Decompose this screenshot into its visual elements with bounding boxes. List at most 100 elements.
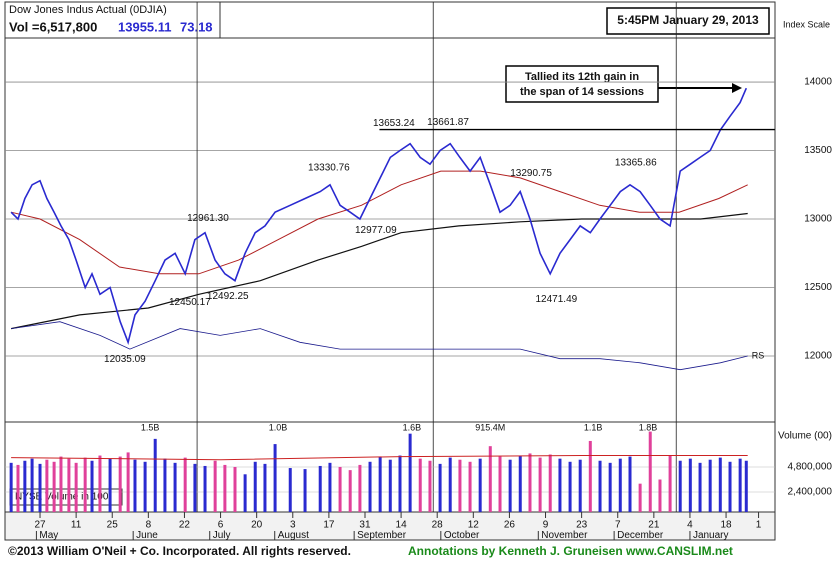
month-label: January bbox=[693, 530, 729, 541]
volume-bar bbox=[318, 465, 322, 512]
volume-bar bbox=[744, 460, 748, 512]
timestamp-box bbox=[606, 7, 770, 35]
volume-bar bbox=[548, 454, 552, 512]
footer-copyright: ©2013 William O'Neil + Co. Incorporated.… bbox=[8, 544, 351, 558]
rs-label: RS bbox=[752, 350, 765, 360]
volume-bar bbox=[98, 455, 102, 512]
annotation-line: Tallied its 12th gain in bbox=[525, 71, 639, 83]
volume-bar bbox=[688, 458, 692, 512]
volume-bar bbox=[263, 463, 267, 512]
x-tick-label: 8 bbox=[146, 520, 152, 531]
volume-bar bbox=[243, 474, 247, 512]
x-tick-label: 12 bbox=[468, 520, 480, 531]
volume-bar bbox=[498, 456, 502, 512]
volume-bar bbox=[438, 463, 442, 512]
footer-annotations: Annotations by Kenneth J. Gruneisen www.… bbox=[408, 544, 733, 558]
volume-bar bbox=[468, 461, 472, 512]
x-tick-label: 31 bbox=[359, 520, 371, 531]
annotation-line: the span of 14 sessions bbox=[520, 86, 644, 98]
volume-bar bbox=[718, 457, 722, 512]
volume-bar bbox=[173, 462, 177, 512]
x-tick-label: 23 bbox=[576, 520, 588, 531]
volume-bar bbox=[52, 461, 56, 512]
month-label: August bbox=[278, 530, 309, 541]
volume-bar bbox=[328, 462, 332, 512]
volume-bar bbox=[528, 453, 532, 512]
x-tick-label: 4 bbox=[687, 520, 693, 531]
volume-bar bbox=[418, 458, 422, 512]
volume-bar bbox=[45, 459, 49, 512]
volume-label: 1.5B bbox=[141, 422, 160, 432]
change: 73.18 bbox=[180, 19, 213, 34]
x-tick-label: 6 bbox=[218, 520, 224, 531]
volume-bar bbox=[338, 467, 342, 512]
volume-bar bbox=[67, 458, 71, 512]
volume-bar bbox=[508, 459, 512, 512]
volume-bar bbox=[163, 458, 167, 512]
price-line bbox=[10, 87, 748, 345]
volume-bar bbox=[708, 459, 712, 512]
volume-bar bbox=[538, 457, 542, 512]
volume-bar bbox=[428, 460, 432, 512]
x-tick-label: 18 bbox=[720, 520, 732, 531]
volume-bar bbox=[628, 456, 632, 512]
annotation-box bbox=[505, 65, 659, 103]
volume-bar bbox=[638, 483, 642, 512]
volume-bar bbox=[448, 457, 452, 512]
volume-label: 915.4M bbox=[475, 422, 505, 432]
volume-bar bbox=[23, 460, 27, 512]
volume-bar bbox=[38, 463, 42, 512]
month-label: October bbox=[444, 530, 480, 541]
high-label: 13653.24 bbox=[373, 118, 415, 129]
x-tick-label: 3 bbox=[290, 520, 296, 531]
volume-bar bbox=[728, 461, 732, 512]
low-label: 12977.09 bbox=[355, 225, 397, 236]
title: Dow Jones Indus Actual (0DJIA) bbox=[9, 4, 167, 16]
y-tick-label: 13000 bbox=[804, 214, 832, 225]
x-tick-label: 1 bbox=[756, 520, 762, 531]
volume-bar bbox=[183, 457, 187, 512]
volume-bar bbox=[203, 465, 207, 512]
volume-bar bbox=[408, 433, 412, 512]
annotation-arrowhead bbox=[732, 83, 742, 93]
volume-bar bbox=[59, 456, 63, 512]
low-label: 12450.17 bbox=[169, 297, 211, 308]
y-tick-label: 12000 bbox=[804, 351, 832, 362]
high-label: 13290.75 bbox=[510, 168, 552, 179]
x-tick-label: 9 bbox=[543, 520, 549, 531]
month-label: June bbox=[136, 530, 158, 541]
volume-bar bbox=[126, 452, 130, 512]
volume-label: 1.1B bbox=[584, 422, 603, 432]
volume-bar bbox=[668, 455, 672, 512]
volume-bar bbox=[558, 458, 562, 512]
volume-bar bbox=[568, 461, 572, 512]
volume-bar bbox=[193, 463, 197, 512]
volume-label: 1.8B bbox=[639, 422, 658, 432]
volume-bar bbox=[458, 459, 462, 512]
volume-bar bbox=[478, 458, 482, 512]
volume-bar bbox=[488, 446, 492, 512]
volume-bar bbox=[133, 459, 137, 512]
y-axis-label: Index Scale bbox=[783, 19, 830, 29]
volume-bar bbox=[378, 456, 382, 512]
x-tick-label: 17 bbox=[323, 520, 335, 531]
volume-bar bbox=[348, 470, 352, 512]
volume-tick-label: 4,800,000 bbox=[788, 462, 833, 473]
month-label: November bbox=[541, 530, 588, 541]
volume-bar bbox=[648, 431, 652, 512]
volume-bar bbox=[118, 456, 122, 512]
x-tick-label: 21 bbox=[648, 520, 660, 531]
x-tick-label: 22 bbox=[179, 520, 191, 531]
volume-bar bbox=[578, 459, 582, 512]
volume-bar bbox=[90, 460, 94, 512]
volume-bar bbox=[153, 438, 157, 512]
ma50-line bbox=[10, 170, 748, 275]
volume-bar bbox=[398, 455, 402, 512]
volume-bar bbox=[358, 464, 362, 512]
volume-bar bbox=[143, 461, 147, 512]
volume-bar bbox=[288, 468, 292, 512]
month-label: December bbox=[617, 530, 664, 541]
volume-bar bbox=[608, 462, 612, 512]
volume-text: Vol =6,517,800 bbox=[9, 19, 97, 34]
